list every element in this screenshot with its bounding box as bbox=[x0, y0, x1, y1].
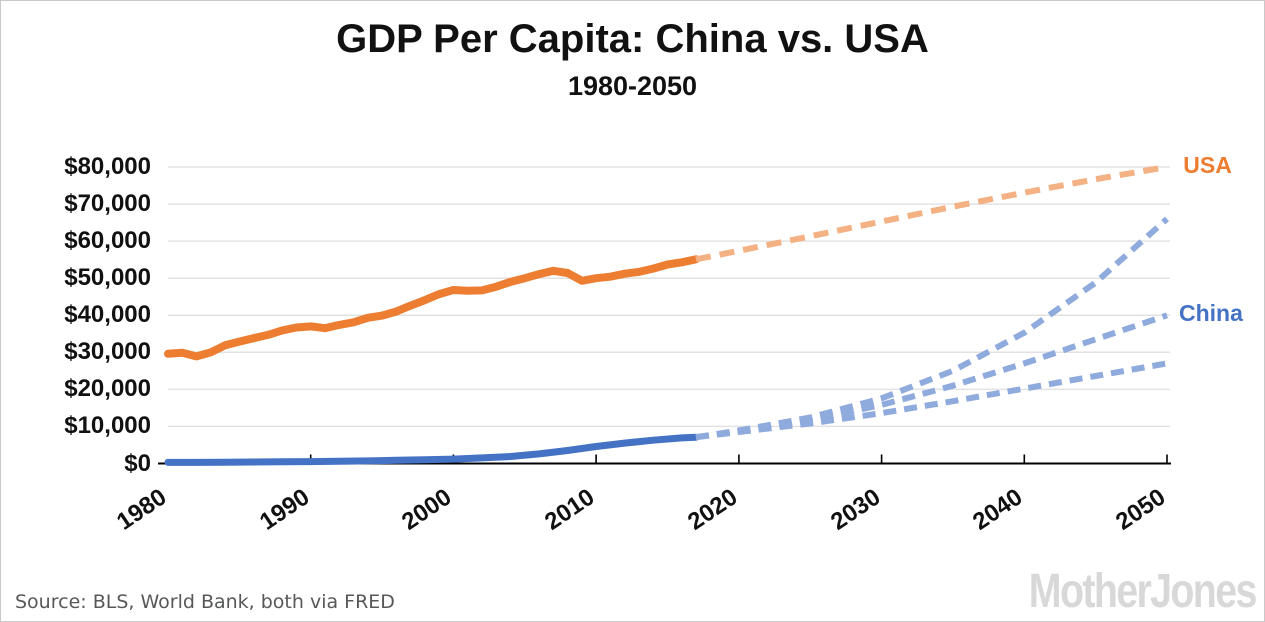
series-china-actual bbox=[164, 433, 700, 466]
chart-title: GDP Per Capita: China vs. USA bbox=[336, 17, 929, 61]
y-tick-label: $80,000 bbox=[64, 153, 151, 180]
y-tick-label: $30,000 bbox=[64, 338, 151, 366]
y-tick-label: $20,000 bbox=[64, 375, 151, 403]
series-label-usa: USA bbox=[1183, 152, 1232, 179]
y-tick-label: $10,000 bbox=[64, 412, 151, 440]
motherjones-logo: MotherJones bbox=[1029, 565, 1258, 618]
y-tick-label: $60,000 bbox=[64, 227, 151, 255]
source-note: Source: BLS, World Bank, both via FRED bbox=[15, 591, 395, 613]
y-tick-label: $50,000 bbox=[64, 264, 151, 292]
series-usa-actual bbox=[164, 255, 700, 361]
series-usa-projected bbox=[695, 164, 1168, 263]
y-tick-label: $40,000 bbox=[64, 301, 151, 329]
series-label-china: China bbox=[1178, 300, 1243, 327]
y-tick-label: $0 bbox=[124, 449, 151, 477]
y-tick-label: $70,000 bbox=[64, 190, 151, 218]
chart-subtitle: 1980-2050 bbox=[567, 71, 698, 101]
series-china-projected-mid bbox=[695, 312, 1168, 441]
